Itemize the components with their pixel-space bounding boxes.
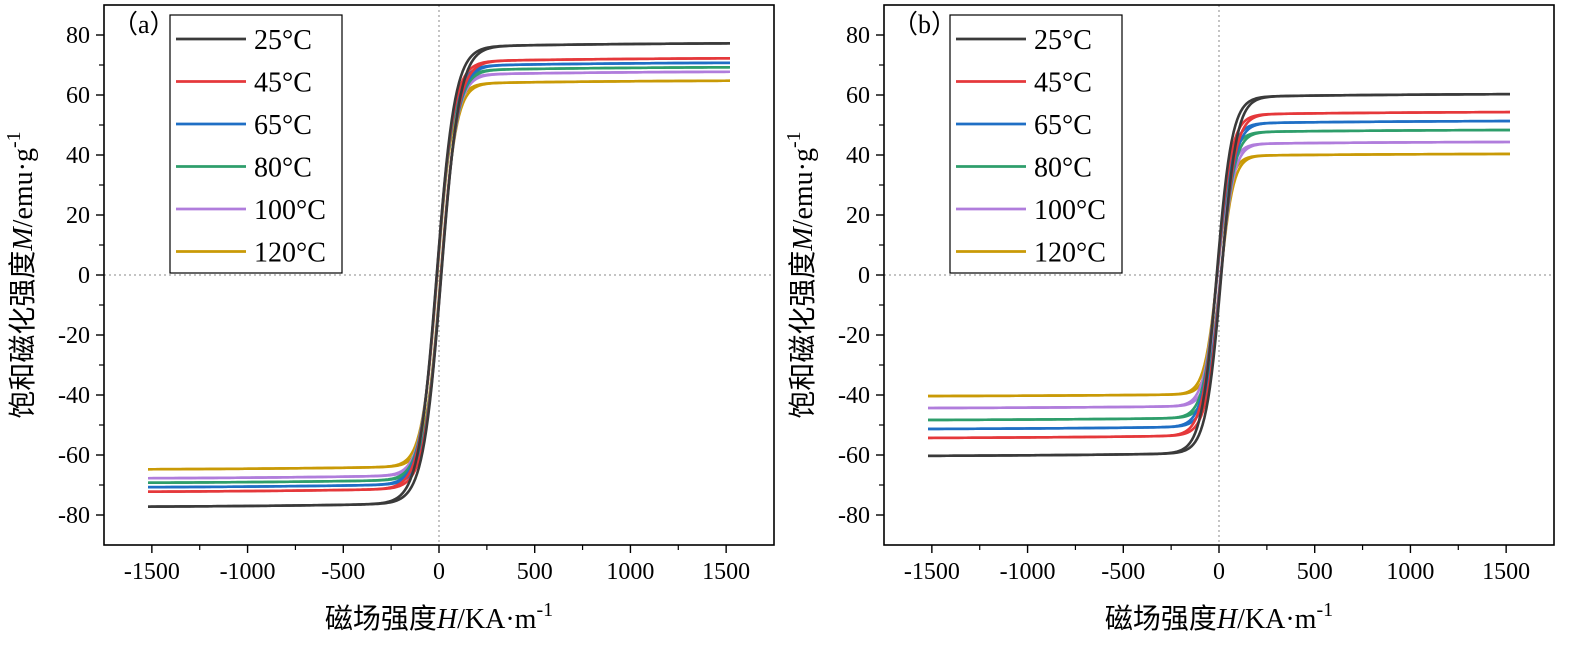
x-axis-title: 磁场强度H/KA·m-1 xyxy=(1105,599,1333,635)
x-tick-label: -1500 xyxy=(124,559,180,585)
y-tick-label: -20 xyxy=(58,323,90,349)
x-tick-label: 1500 xyxy=(702,559,750,585)
legend: 25°C 45°C 65°C 80°C 100°C 120°C xyxy=(949,14,1123,274)
y-tick-label: 80 xyxy=(846,23,870,49)
y-tick-label: 40 xyxy=(846,143,870,169)
legend-label: 25°C xyxy=(1034,25,1092,56)
y-tick-label: 60 xyxy=(846,83,870,109)
y-axis-title: 饱和磁化强度M/emu·g-1 xyxy=(783,131,819,418)
legend-label: 120°C xyxy=(254,238,326,269)
y-tick-label: -40 xyxy=(58,383,90,409)
y-tick-label: -20 xyxy=(838,323,870,349)
legend: 25°C 45°C 65°C 80°C 100°C 120°C xyxy=(169,14,343,274)
legend-label: 45°C xyxy=(1034,68,1092,99)
x-tick-label: -500 xyxy=(1101,559,1145,585)
legend-label: 80°C xyxy=(1034,153,1092,184)
legend-label: 100°C xyxy=(254,195,326,226)
y-tick-label: 40 xyxy=(66,143,90,169)
x-tick-label: 1500 xyxy=(1482,559,1530,585)
legend-label: 80°C xyxy=(254,153,312,184)
y-tick-label: -60 xyxy=(838,443,870,469)
x-tick-label: 500 xyxy=(517,559,553,585)
series-line-25c-lower xyxy=(148,42,730,508)
x-tick-label: -1000 xyxy=(220,559,276,585)
legend-box xyxy=(169,14,343,274)
x-tick-label: 1000 xyxy=(606,559,654,585)
y-tick-label: 20 xyxy=(66,203,90,229)
x-tick-label: -1000 xyxy=(1000,559,1056,585)
x-tick-label: 0 xyxy=(1213,559,1225,585)
x-tick-label: -500 xyxy=(321,559,365,585)
y-tick-label: -80 xyxy=(58,503,90,529)
x-tick-label: 1000 xyxy=(1386,559,1434,585)
y-tick-label: -60 xyxy=(58,443,90,469)
y-tick-label: 0 xyxy=(858,263,870,289)
legend-box xyxy=(949,14,1123,274)
x-tick-label: 500 xyxy=(1297,559,1333,585)
y-tick-label: -40 xyxy=(838,383,870,409)
legend-label: 120°C xyxy=(1034,238,1106,269)
y-axis-title: 饱和磁化强度M/emu·g-1 xyxy=(3,131,39,418)
y-tick-label: -80 xyxy=(838,503,870,529)
y-tick-label: 20 xyxy=(846,203,870,229)
x-tick-label: 0 xyxy=(433,559,445,585)
legend-label: 100°C xyxy=(1034,195,1106,226)
y-tick-label: 0 xyxy=(78,263,90,289)
legend-label: 65°C xyxy=(254,110,312,141)
x-tick-label: -1500 xyxy=(904,559,960,585)
y-tick-label: 80 xyxy=(66,23,90,49)
x-axis-title: 磁场强度H/KA·m-1 xyxy=(325,599,553,635)
panel-label: （b） xyxy=(892,10,957,39)
series-line-25c-lower xyxy=(928,92,1510,458)
curves xyxy=(148,42,730,508)
legend-label: 45°C xyxy=(254,68,312,99)
legend-label: 25°C xyxy=(254,25,312,56)
legend-label: 65°C xyxy=(1034,110,1092,141)
curves xyxy=(928,92,1510,458)
chart-panel-b: -1500 -1000 -500 0 500 1000 1500 -80 -60 -40 -20 0 2… xyxy=(783,4,1555,635)
chart-panel-a: -1500 -1000 -500 0 500 1000 1500 -80 -60 -40 -20 0 2… xyxy=(3,4,775,635)
y-tick-label: 60 xyxy=(66,83,90,109)
panel-label: （a） xyxy=(112,10,176,39)
